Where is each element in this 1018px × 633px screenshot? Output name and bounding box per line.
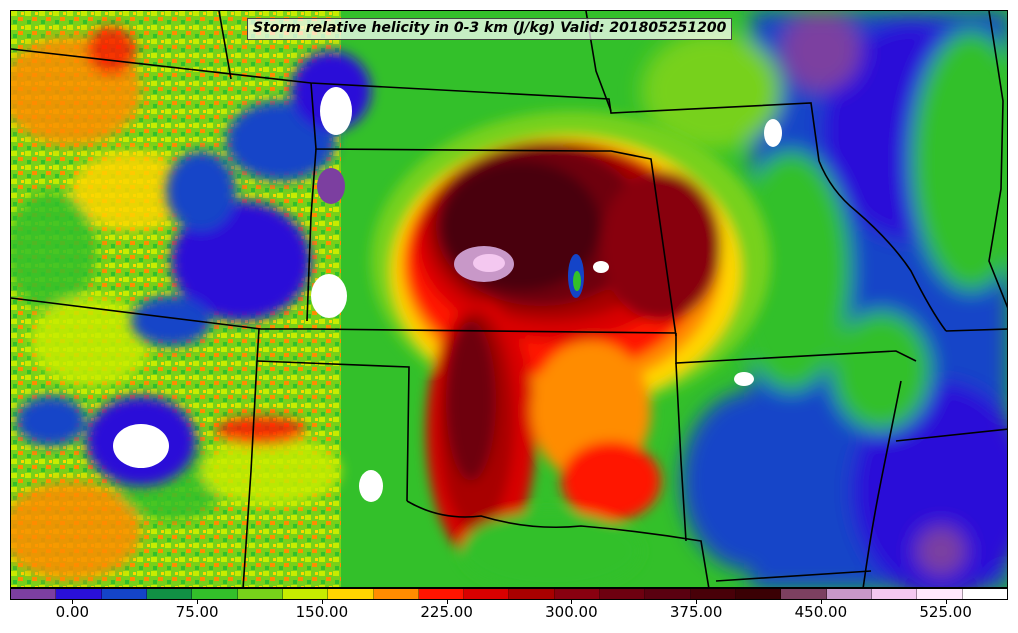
colorbar-swatch-11 xyxy=(509,589,555,599)
colorbar-tick-label: 0.00 xyxy=(55,603,90,621)
state-boundaries xyxy=(11,11,1007,587)
colorbar-tick xyxy=(197,600,199,604)
colorbar-swatch-0 xyxy=(11,589,57,599)
colorbar-tick xyxy=(321,600,323,604)
western-region-field xyxy=(11,11,383,587)
colorbar-swatch-2 xyxy=(101,589,147,599)
colorbar-swatch-12 xyxy=(554,589,601,599)
map-panel: Storm relative helicity in 0-3 km (J/kg)… xyxy=(10,10,1008,588)
helicity-field-map xyxy=(11,11,1007,587)
map-title: Storm relative helicity in 0-3 km (J/kg)… xyxy=(247,18,733,40)
helicity-core-field xyxy=(371,111,771,587)
eastern-white-spots xyxy=(734,119,782,386)
colorbar-tick-label: 300.00 xyxy=(545,603,598,621)
colorbar-swatch-4 xyxy=(192,589,238,599)
colorbar-swatch-1 xyxy=(56,589,102,599)
colorbar-tick xyxy=(696,600,698,604)
colorbar-swatch-18 xyxy=(826,589,872,599)
colorbar-swatch-9 xyxy=(418,589,465,599)
colorbar-swatch-14 xyxy=(645,589,691,599)
colorbar xyxy=(10,588,1008,600)
colorbar-tick-label: 525.00 xyxy=(919,603,972,621)
colorbar-swatch-15 xyxy=(690,589,736,599)
colorbar-swatch-21 xyxy=(962,589,1007,599)
colorbar-tick xyxy=(571,600,573,604)
colorbar-swatch-16 xyxy=(736,589,782,599)
colorbar-swatch-13 xyxy=(600,589,646,599)
colorbar-swatch-3 xyxy=(146,589,193,599)
helicity-peak-spots xyxy=(454,246,609,298)
colorbar-tick-label: 75.00 xyxy=(175,603,219,621)
colorbar-swatch-17 xyxy=(781,589,827,599)
colorbar-tick xyxy=(945,600,947,604)
colorbar-swatch-8 xyxy=(373,589,419,599)
colorbar-swatch-20 xyxy=(917,589,963,599)
colorbar-tick-labels: 0.00 75.00 150.00 225.00 300.00 375.00 450.00 5… xyxy=(10,600,1008,630)
colorbar-swatch-7 xyxy=(328,589,374,599)
colorbar-tick-label: 150.00 xyxy=(295,603,349,621)
colorbar-tick-label: 225.00 xyxy=(420,603,473,621)
colorbar-tick-label: 450.00 xyxy=(794,603,848,621)
colorbar-tick xyxy=(446,600,448,604)
colorbar-swatch-6 xyxy=(282,589,329,599)
colorbar-swatch-5 xyxy=(237,589,283,599)
colorbar-tick xyxy=(820,600,822,604)
colorbar-tick-label: 375.00 xyxy=(669,603,723,621)
colorbar-swatch-10 xyxy=(464,589,510,599)
colorbar-swatch-19 xyxy=(871,589,918,599)
colorbar-tick xyxy=(72,600,74,604)
